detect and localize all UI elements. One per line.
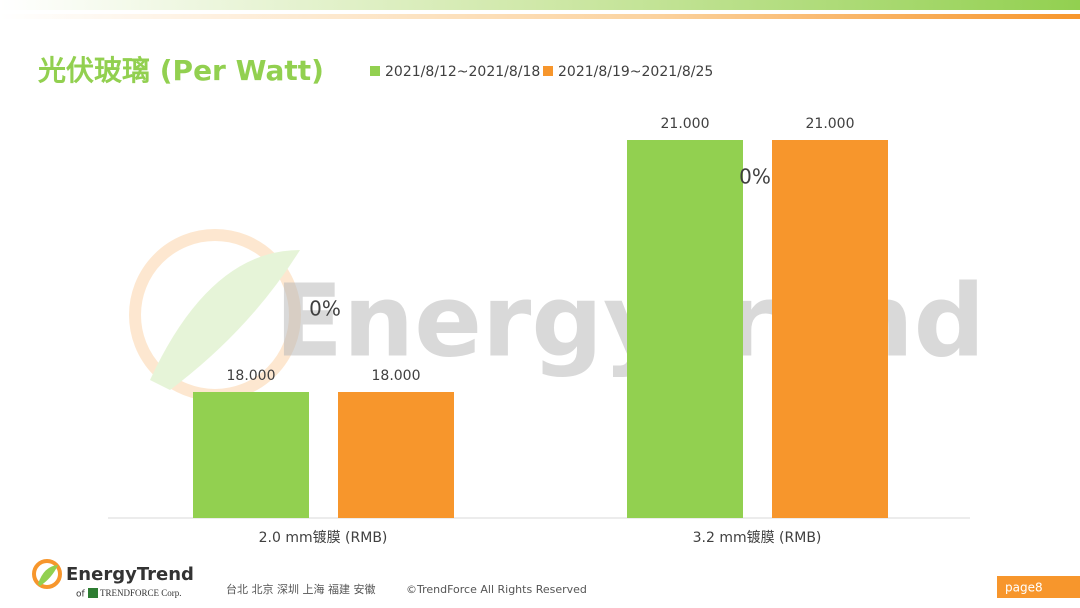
annotation: 0% xyxy=(309,297,341,321)
x-tick-label: 3.2 mm镀膜 (RMB) xyxy=(693,529,822,546)
x-tick-label: 2.0 mm镀膜 (RMB) xyxy=(259,529,388,546)
footer-copyright: ©TrendForce All Rights Reserved xyxy=(406,583,587,596)
bar xyxy=(627,140,743,518)
bar xyxy=(338,392,454,518)
footer-offices: 台北 北京 深圳 上海 福建 安徽 xyxy=(226,582,375,596)
chart-title: 光伏玻璃 (Per Watt) xyxy=(37,54,324,87)
top-band xyxy=(0,14,1080,19)
legend-swatch xyxy=(370,66,380,76)
value-label: 21.000 xyxy=(661,116,710,132)
legend-label: 2021/8/12~2021/8/18 xyxy=(385,64,540,80)
value-label: 18.000 xyxy=(372,368,421,384)
legend-swatch xyxy=(543,66,553,76)
footer-logo-text: EnergyTrend xyxy=(66,564,194,585)
value-label: 18.000 xyxy=(227,368,276,384)
page-badge xyxy=(997,576,1080,598)
footer-logo-corp: TRENDFORCE Corp. xyxy=(100,588,182,598)
plot: 2021/8/12~2021/8/18 2021/8/19~2021/8/25 2.… xyxy=(193,64,888,546)
bar xyxy=(772,140,888,518)
page-number: page8 xyxy=(1005,581,1043,595)
footer-logo xyxy=(32,559,98,598)
annotation: 0% xyxy=(739,165,771,189)
legend-label: 2021/8/19~2021/8/25 xyxy=(558,64,713,80)
top-band xyxy=(0,0,1080,10)
value-label: 21.000 xyxy=(806,116,855,132)
bar xyxy=(193,392,309,518)
footer-logo-of: of xyxy=(76,590,86,600)
